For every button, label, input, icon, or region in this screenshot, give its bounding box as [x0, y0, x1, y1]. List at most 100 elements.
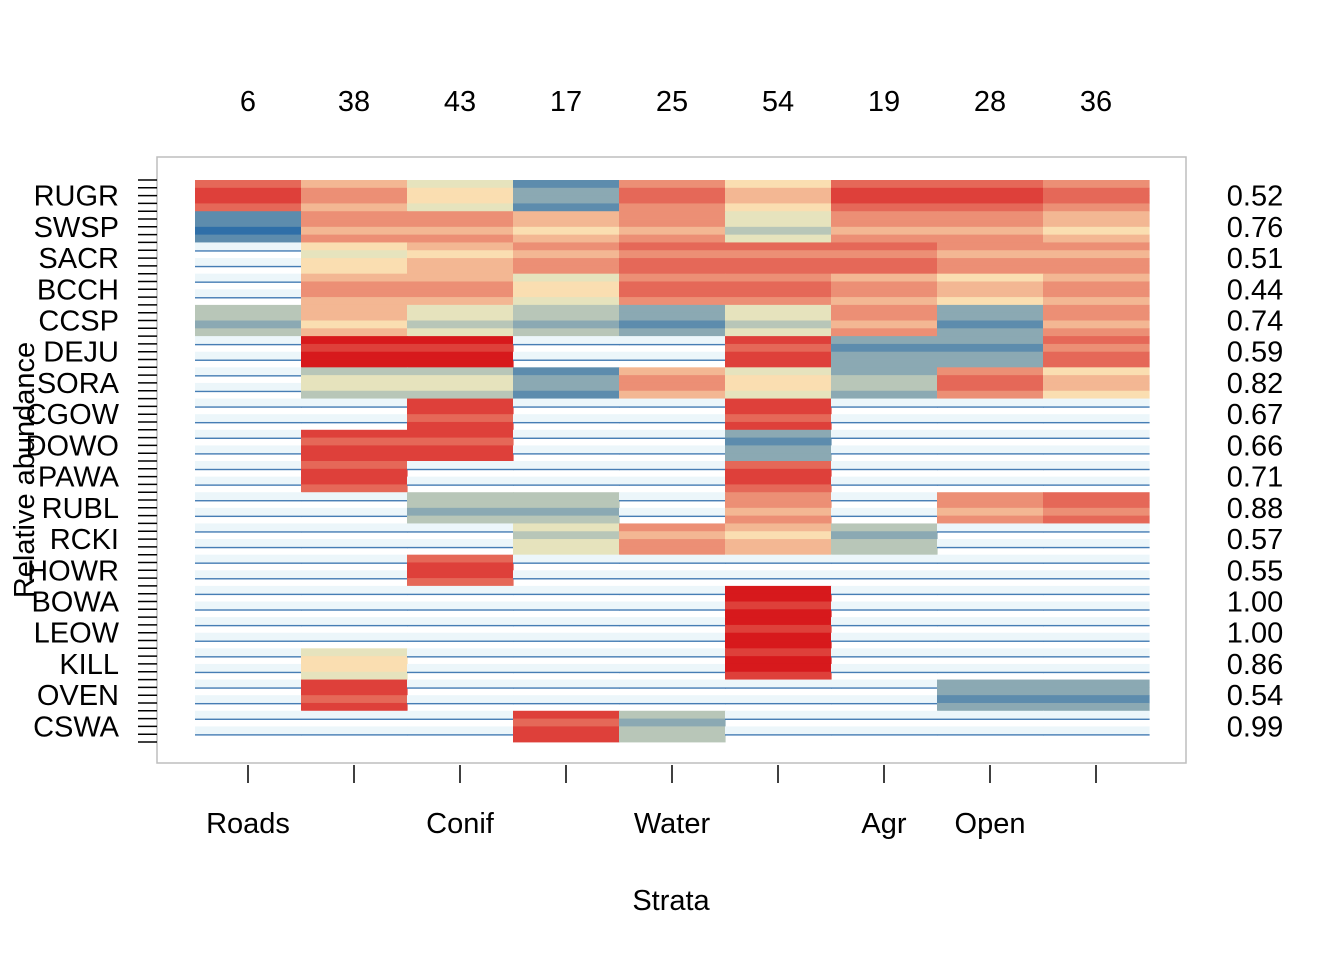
heatmap-cell: [195, 273, 302, 299]
heatmap-cell: [1043, 211, 1150, 243]
heatmap-cell: [725, 304, 832, 337]
heatmap-cell: [937, 648, 1044, 674]
heatmap-cell: [301, 273, 408, 306]
species-label: KILL: [59, 649, 119, 681]
heatmap-cell: [725, 492, 832, 524]
heatmap-cell: [725, 180, 832, 212]
heatmap-cell: [725, 211, 832, 243]
heatmap-cell: [195, 180, 302, 212]
heatmap-cell: [407, 617, 514, 642]
heatmap-cell: [619, 273, 726, 306]
heatmap-cell: [831, 398, 938, 424]
heatmap-cell: [831, 242, 938, 275]
heatmap-cell: [195, 242, 302, 268]
species-label: HOWR: [27, 555, 119, 587]
heatmap-cell: [619, 461, 726, 486]
species-label: RCKI: [50, 524, 119, 556]
site-count-labels: 6 38 43 17 25 54 19 28 36: [240, 86, 1112, 118]
heatmap-cell: [619, 180, 726, 212]
indicator-value: 0.74: [1227, 306, 1283, 338]
heatmap-cell: [937, 304, 1044, 337]
heatmap-cell: [407, 710, 514, 736]
heatmap-cell: [195, 429, 302, 455]
heatmap-cell: [407, 242, 514, 275]
stratum-label: Open: [955, 808, 1026, 840]
indicator-value: 0.82: [1227, 368, 1283, 400]
heatmap-cell: [195, 648, 302, 674]
heatmap-cell: [619, 554, 726, 580]
heatmap-cell: [195, 617, 302, 642]
heatmap-cell: [619, 648, 726, 674]
species-label: RUBL: [42, 493, 119, 525]
heatmap-cell: [407, 180, 514, 212]
heatmap-cell: [831, 523, 938, 556]
heatmap-cell: [407, 523, 514, 549]
heatmap-cell: [831, 429, 938, 455]
heatmap-cell: [1043, 461, 1150, 486]
heatmap-cell: [831, 554, 938, 580]
species-label: BOWA: [31, 587, 119, 619]
heatmap-cell: [301, 180, 408, 212]
species-label: CSWA: [33, 711, 120, 743]
heatmap-cell: [831, 461, 938, 486]
heatmap-cell: [1043, 242, 1150, 275]
heatmap-cell: [831, 304, 938, 337]
species-label: CGOW: [26, 399, 120, 431]
heatmap-cell: [1043, 367, 1150, 399]
site-count-label: 36: [1080, 86, 1112, 118]
heatmap-cell: [195, 367, 302, 393]
heatmap-cell: [725, 398, 832, 431]
heatmap-cell: [619, 617, 726, 642]
heatmap-cell: [513, 429, 620, 455]
heatmap-cell: [619, 429, 726, 455]
heatmap-cell: [301, 492, 408, 518]
site-count-label: 28: [974, 86, 1006, 118]
stratum-label: Roads: [206, 808, 290, 840]
heatmap-cell: [937, 429, 1044, 455]
site-count-label: 17: [550, 86, 582, 118]
heatmap-cell: [195, 211, 302, 243]
heatmap-cell: [513, 648, 620, 674]
heatmap-cell: [725, 461, 832, 493]
stratum-label: Water: [634, 808, 711, 840]
indicator-value-labels: 0.520.760.510.440.740.590.820.670.660.71…: [1227, 181, 1283, 744]
heatmap-cell: [937, 554, 1044, 580]
heatmap-cell: [1043, 429, 1150, 455]
heatmap-cell: [301, 461, 408, 493]
species-label: PAWA: [38, 462, 120, 494]
species-label: LEOW: [34, 618, 120, 650]
heatmap-cell: [937, 710, 1044, 736]
heatmap-cell: [937, 461, 1044, 486]
y-axis-title: Relative abundance: [9, 342, 41, 598]
heatmap-cell: [195, 554, 302, 580]
heatmap-cell: [1043, 554, 1150, 580]
heatmap-cell: [937, 242, 1044, 275]
indicator-value: 0.51: [1227, 243, 1283, 275]
heatmap-cell: [301, 367, 408, 399]
heatmap-cell: [195, 336, 302, 361]
heatmap-cell: [619, 523, 726, 556]
heatmap-cell: [407, 211, 514, 243]
plot-frame: [156, 156, 1187, 764]
heatmap-cell: [513, 585, 620, 611]
heatmap-cell: [513, 492, 620, 524]
heatmap-cell: [937, 523, 1044, 549]
heatmap-cell: [301, 617, 408, 642]
heatmap-cell: [937, 679, 1044, 712]
heatmap-cell: [407, 429, 514, 462]
heatmap-cells: [195, 180, 1150, 743]
heatmap-cell: [513, 461, 620, 486]
heatmap-cell: [1043, 398, 1150, 424]
heatmap-cell: [1043, 523, 1150, 549]
heatmap-cell: [407, 461, 514, 486]
heatmap-cell: [407, 367, 514, 399]
heatmap-cell: [937, 617, 1044, 642]
heatmap-cell: [937, 398, 1044, 424]
indicator-value: 0.52: [1227, 181, 1283, 213]
heatmap-cell: [1043, 585, 1150, 611]
heatmap-cell: [301, 554, 408, 580]
heatmap-cell: [725, 710, 832, 736]
indicator-value: 0.55: [1227, 555, 1283, 587]
y-axis-ticks: [138, 179, 157, 743]
heatmap-cell: [1043, 336, 1150, 368]
